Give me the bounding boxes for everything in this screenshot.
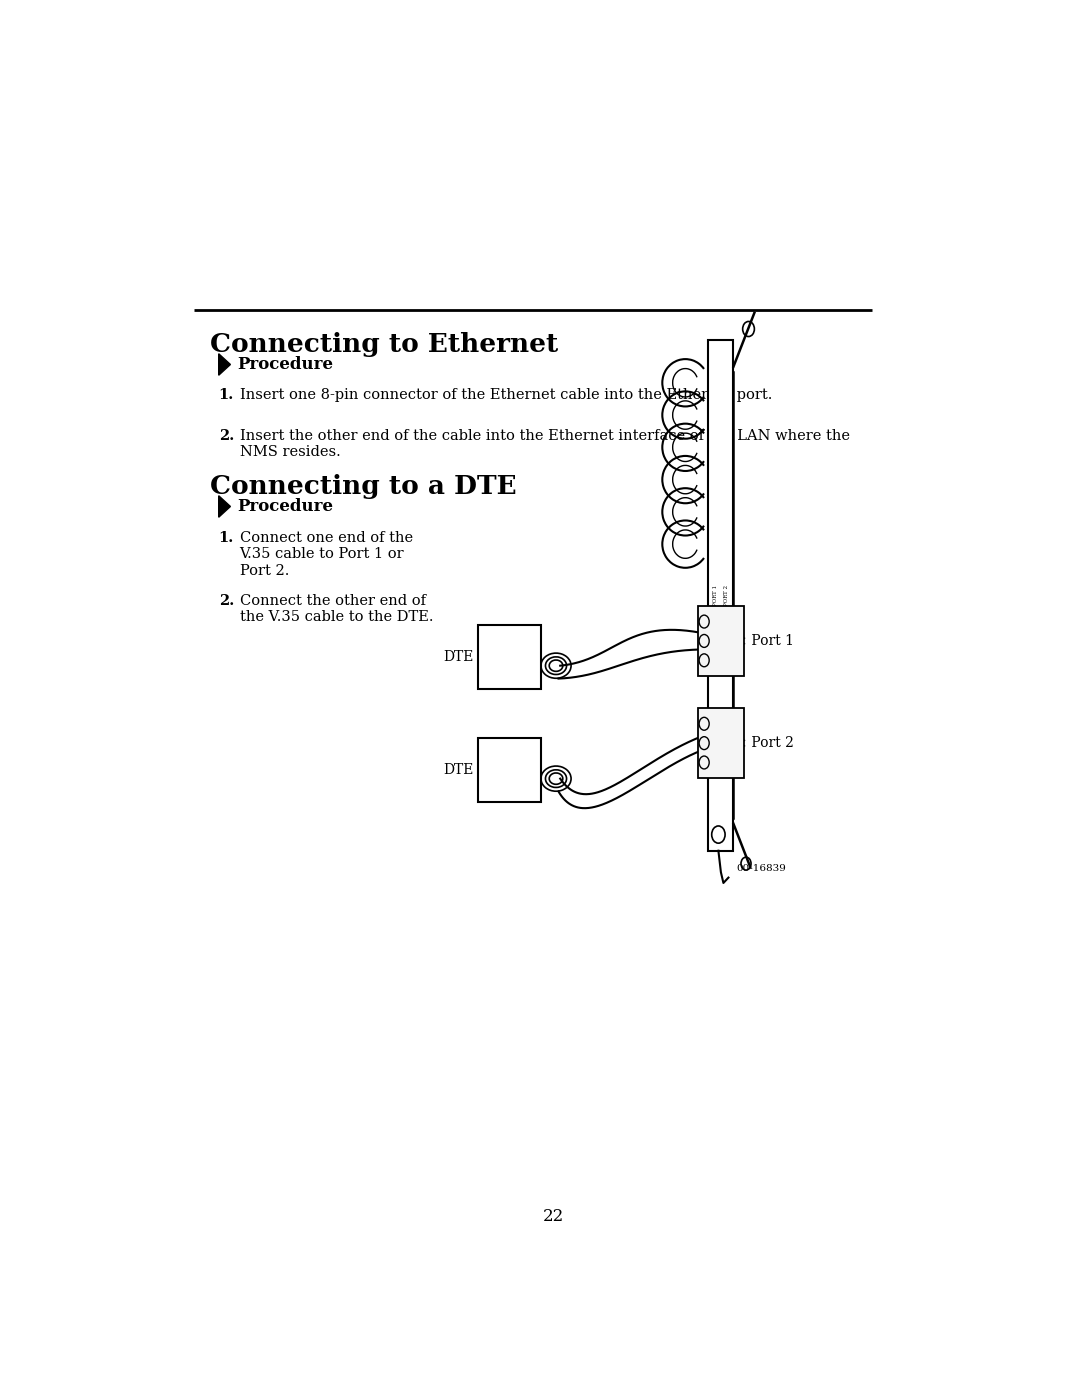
- FancyBboxPatch shape: [708, 339, 733, 851]
- Polygon shape: [218, 496, 230, 517]
- Text: 1.: 1.: [218, 388, 234, 402]
- Text: 2.: 2.: [218, 429, 234, 443]
- Text: DTE: DTE: [444, 763, 474, 777]
- Text: PORT 1

PORT 2: PORT 1 PORT 2: [713, 585, 729, 606]
- Text: Connect the other end of
the V.35 cable to the DTE.: Connect the other end of the V.35 cable …: [240, 594, 433, 624]
- Text: 2.: 2.: [218, 594, 234, 608]
- Text: Connecting to Ethernet: Connecting to Ethernet: [211, 332, 558, 358]
- FancyBboxPatch shape: [478, 738, 541, 802]
- Text: Port 2: Port 2: [747, 736, 794, 750]
- Text: Procedure: Procedure: [238, 497, 333, 515]
- Text: 22: 22: [543, 1208, 564, 1225]
- Polygon shape: [218, 353, 230, 376]
- FancyBboxPatch shape: [699, 708, 744, 778]
- Text: DTE: DTE: [444, 650, 474, 664]
- Text: Procedure: Procedure: [238, 356, 333, 373]
- Text: Insert one 8-pin connector of the Ethernet cable into the Ethernet port.: Insert one 8-pin connector of the Ethern…: [240, 388, 772, 402]
- Text: Connect one end of the
V.35 cable to Port 1 or
Port 2.: Connect one end of the V.35 cable to Por…: [240, 531, 413, 577]
- Text: 1.: 1.: [218, 531, 234, 545]
- FancyBboxPatch shape: [478, 624, 541, 689]
- Text: 00-16839: 00-16839: [735, 863, 786, 873]
- Text: Insert the other end of the cable into the Ethernet interface of the LAN where t: Insert the other end of the cable into t…: [240, 429, 850, 460]
- Text: Connecting to a DTE: Connecting to a DTE: [211, 474, 517, 499]
- FancyBboxPatch shape: [699, 606, 744, 676]
- Text: Port 1: Port 1: [747, 634, 794, 648]
